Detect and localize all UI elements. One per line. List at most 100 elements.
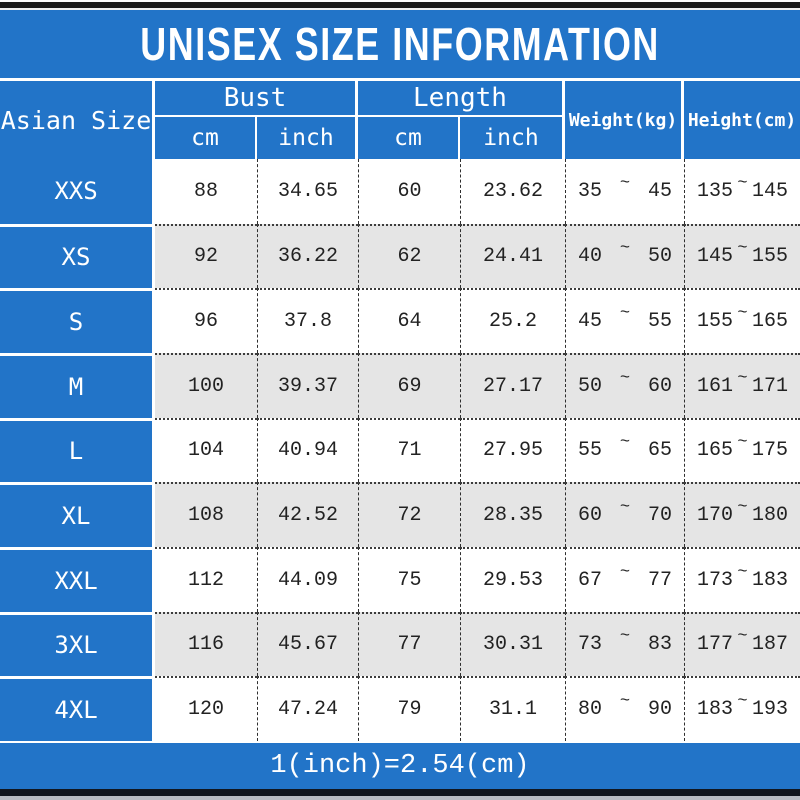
weight-min: 55 xyxy=(578,439,603,463)
weight-range: 40 ~ 50 xyxy=(565,223,684,289)
tilde-symbol: ~ xyxy=(619,433,631,453)
weight-min: 45 xyxy=(578,310,603,334)
banner-divider xyxy=(0,78,800,81)
length-cm-value: 79 xyxy=(358,676,460,741)
size-label: M xyxy=(0,352,155,418)
height-max: 171 xyxy=(751,374,788,398)
bust-inch-value: 42.52 xyxy=(257,482,358,547)
bust-inch-value: 40.94 xyxy=(257,417,358,483)
table-row: L 104 40.94 71 27.95 55 ~ 65 165 ~ 175 xyxy=(0,417,800,483)
length-inch-value: 29.53 xyxy=(460,546,565,612)
weight-max: 77 xyxy=(647,568,672,592)
height-range: 173 ~ 183 xyxy=(684,546,800,612)
size-label: L xyxy=(0,417,155,483)
bust-cm-value: 104 xyxy=(155,417,257,483)
height-range: 155 ~ 165 xyxy=(684,288,800,353)
bust-cm-value: 100 xyxy=(155,352,257,418)
table-row: S 96 37.8 64 25.2 45 ~ 55 155 ~ 165 xyxy=(0,288,800,353)
tilde-symbol: ~ xyxy=(619,173,631,193)
length-cm-value: 71 xyxy=(358,417,460,483)
height-min: 183 xyxy=(697,698,734,722)
length-inch-value: 23.62 xyxy=(460,159,565,224)
bust-inch-value: 39.37 xyxy=(257,352,358,418)
weight-max: 50 xyxy=(647,245,672,269)
length-inch-value: 31.1 xyxy=(460,676,565,741)
bust-inch-value: 36.22 xyxy=(257,223,358,289)
length-inch-value: 28.35 xyxy=(460,482,565,547)
table-row: 3XL 116 45.67 77 30.31 73 ~ 83 177 ~ 187 xyxy=(0,611,800,677)
size-label: 3XL xyxy=(0,611,155,677)
weight-range: 67 ~ 77 xyxy=(565,546,684,612)
table-row: XXS 88 34.65 60 23.62 35 ~ 45 135 ~ 145 xyxy=(0,159,800,224)
top-edge-white-strip xyxy=(0,0,800,2)
weight-range: 55 ~ 65 xyxy=(565,417,684,483)
height-min: 170 xyxy=(697,504,734,528)
height-min: 161 xyxy=(697,374,734,398)
table-body: XXS 88 34.65 60 23.62 35 ~ 45 135 ~ 145 … xyxy=(0,159,800,741)
height-min: 155 xyxy=(697,310,734,334)
bust-inch-value: 37.8 xyxy=(257,288,358,353)
header-bust-cm: cm xyxy=(155,117,257,159)
bust-cm-value: 88 xyxy=(155,159,257,224)
size-label: XXS xyxy=(0,159,155,224)
height-range: 161 ~ 171 xyxy=(684,352,800,418)
height-range: 145 ~ 155 xyxy=(684,223,800,289)
tilde-symbol: ~ xyxy=(737,304,748,324)
conversion-footer: 1(inch)=2.54(cm) xyxy=(0,743,800,789)
table-row: M 100 39.37 69 27.17 50 ~ 60 161 ~ 171 xyxy=(0,352,800,418)
size-label: 4XL xyxy=(0,676,155,741)
weight-range: 80 ~ 90 xyxy=(565,676,684,741)
tilde-symbol: ~ xyxy=(737,173,748,193)
length-cm-value: 60 xyxy=(358,159,460,224)
tilde-symbol: ~ xyxy=(619,562,631,582)
height-range: 170 ~ 180 xyxy=(684,482,800,547)
header-height: Height(cm) xyxy=(684,81,800,159)
length-inch-value: 30.31 xyxy=(460,611,565,677)
top-edge-black-bar xyxy=(0,2,800,8)
footer-divider xyxy=(0,741,800,743)
conversion-note: 1(inch)=2.54(cm) xyxy=(270,751,530,781)
length-cm-value: 75 xyxy=(358,546,460,612)
weight-range: 73 ~ 83 xyxy=(565,611,684,677)
height-min: 173 xyxy=(697,568,734,592)
page-title: UNISEX SIZE INFORMATION xyxy=(140,18,660,70)
weight-max: 83 xyxy=(647,633,672,657)
tilde-symbol: ~ xyxy=(619,304,631,324)
length-cm-value: 77 xyxy=(358,611,460,677)
height-min: 145 xyxy=(697,245,734,269)
bust-cm-value: 116 xyxy=(155,611,257,677)
header-bust-inch: inch xyxy=(257,117,358,159)
weight-max: 60 xyxy=(647,374,672,398)
tilde-symbol: ~ xyxy=(619,368,631,388)
height-min: 165 xyxy=(697,439,734,463)
tilde-symbol: ~ xyxy=(737,368,748,388)
tilde-symbol: ~ xyxy=(619,239,631,259)
height-max: 145 xyxy=(751,179,788,203)
weight-max: 90 xyxy=(647,698,672,722)
weight-min: 35 xyxy=(578,179,603,203)
length-inch-value: 27.17 xyxy=(460,352,565,418)
height-max: 175 xyxy=(751,439,788,463)
tilde-symbol: ~ xyxy=(737,627,748,647)
tilde-symbol: ~ xyxy=(737,562,748,582)
length-cm-value: 69 xyxy=(358,352,460,418)
bottom-edge-gray-strip xyxy=(0,796,800,800)
bust-inch-value: 44.09 xyxy=(257,546,358,612)
header-length-inch: inch xyxy=(460,117,565,159)
tilde-symbol: ~ xyxy=(737,692,748,712)
weight-min: 67 xyxy=(578,568,603,592)
table-row: XL 108 42.52 72 28.35 60 ~ 70 170 ~ 180 xyxy=(0,482,800,547)
header-length-cm: cm xyxy=(358,117,460,159)
bottom-edge-navy-bar xyxy=(0,789,800,796)
size-label: XS xyxy=(0,223,155,289)
weight-max: 70 xyxy=(647,504,672,528)
length-cm-value: 64 xyxy=(358,288,460,353)
header-bust-group: Bust xyxy=(155,81,358,117)
bust-inch-value: 45.67 xyxy=(257,611,358,677)
length-cm-value: 62 xyxy=(358,223,460,289)
bust-cm-value: 108 xyxy=(155,482,257,547)
top-edge-white-strip-2 xyxy=(0,8,800,10)
weight-max: 45 xyxy=(647,179,672,203)
tilde-symbol: ~ xyxy=(619,692,631,712)
